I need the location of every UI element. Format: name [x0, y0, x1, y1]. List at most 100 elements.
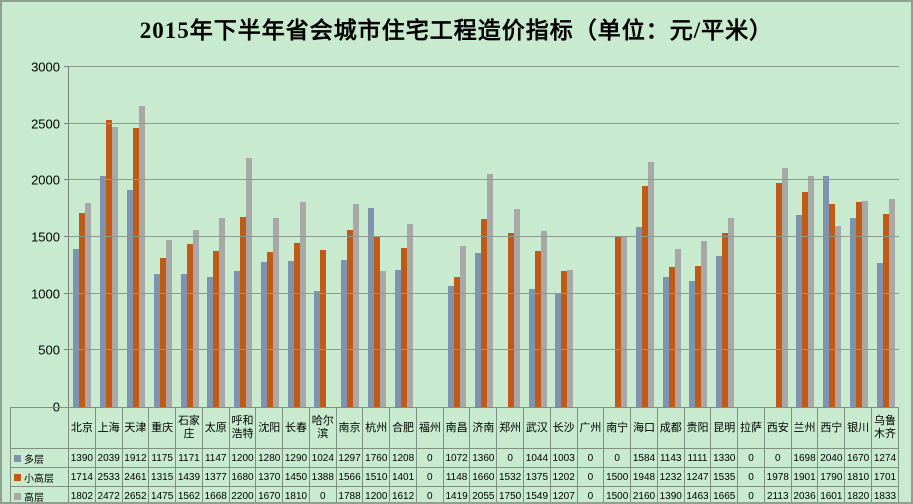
city-label: 沈阳 [255, 407, 284, 449]
value-cell: 2113 [763, 486, 792, 502]
value-cell: 1701 [870, 467, 900, 487]
value-cell: 1670 [255, 486, 284, 502]
value-cell: 1698 [790, 448, 819, 468]
value-cell: 2040 [817, 448, 846, 468]
value-cell: 1802 [68, 486, 96, 502]
data-table: 北京 上海 天津 重庆 石家庄 太原 呼和浩特 沈阳 长春 哈尔滨 南京 杭州 合肥 福州 南昌 济南 郑州 武汉… [10, 407, 900, 504]
bar-group-31 [872, 67, 899, 407]
bar-多层 [796, 214, 803, 407]
value-cell: 1207 [549, 486, 578, 502]
plot-area [64, 66, 899, 408]
value-cell: 0 [415, 467, 444, 487]
bar-group-13 [390, 67, 417, 407]
bar-多层 [475, 252, 482, 407]
bar-多层 [234, 271, 241, 407]
value-cell: 1360 [469, 448, 498, 468]
bar-group-1 [69, 67, 96, 407]
bar-多层 [153, 273, 160, 407]
value-cell: 1419 [442, 486, 471, 502]
city-label: 长春 [282, 407, 310, 449]
bar-小高层 [534, 251, 541, 407]
bar-高层 [781, 167, 788, 407]
y-axis-tick [64, 292, 69, 294]
bar-小高层 [320, 249, 327, 407]
bar-高层 [567, 270, 574, 407]
value-cell: 1810 [844, 467, 872, 487]
bar-高层 [647, 162, 654, 407]
value-cell: 2036 [790, 486, 819, 502]
value-cell: 1003 [549, 448, 578, 468]
value-cell: 1202 [549, 467, 578, 487]
bar-group-3 [123, 67, 150, 407]
bar-group-28 [792, 67, 819, 407]
bar-小高层 [802, 191, 809, 407]
bar-小高层 [882, 214, 889, 407]
value-cell: 1612 [389, 486, 417, 502]
bar-group-12 [364, 67, 391, 407]
value-cell: 1535 [710, 467, 739, 487]
bar-小高层 [213, 250, 220, 407]
bar-高层 [808, 176, 815, 407]
legend-label: 多层 [24, 454, 44, 466]
value-cell: 1375 [523, 467, 551, 487]
value-cell: 1978 [763, 467, 792, 487]
value-cell: 0 [415, 486, 444, 502]
y-axis-tick-label: 500 [38, 342, 60, 358]
value-cell: 1247 [683, 467, 712, 487]
bar-group-26 [739, 67, 766, 407]
bar-group-9 [283, 67, 310, 407]
value-cell: 0 [737, 448, 765, 468]
grid-line [69, 236, 899, 237]
legend-item: 多层 [10, 448, 69, 468]
bar-小高层 [400, 248, 407, 407]
grid-line [69, 122, 899, 124]
bar-小高层 [481, 218, 488, 407]
value-cell: 1147 [201, 448, 230, 468]
grid-line [69, 349, 899, 351]
value-cell: 0 [576, 467, 605, 487]
bar-小高层 [722, 233, 729, 407]
bar-小高层 [561, 270, 568, 407]
value-cell: 0 [576, 486, 605, 502]
value-cell: 1948 [630, 467, 658, 487]
value-cell: 1500 [603, 486, 632, 502]
bar-多层 [823, 175, 830, 407]
city-label: 成都 [656, 407, 685, 449]
city-label: 南宁 [603, 407, 632, 449]
bar-多层 [314, 290, 321, 407]
bar-小高层 [106, 119, 113, 407]
bar-高层 [701, 241, 708, 407]
bar-group-23 [658, 67, 685, 407]
table-header-row: 北京 上海 天津 重庆 石家庄 太原 呼和浩特 沈阳 长春 哈尔滨 南京 杭州 合肥 福州 南昌 济南 郑州 武汉… [10, 407, 900, 449]
city-label: 太原 [201, 407, 230, 449]
city-label: 郑州 [496, 407, 525, 449]
city-label: 重庆 [148, 407, 177, 449]
bar-高层 [862, 200, 869, 407]
value-cell: 1790 [817, 467, 846, 487]
bar-group-24 [685, 67, 712, 407]
bar-多层 [260, 261, 267, 407]
value-cell: 1390 [68, 448, 96, 468]
value-cell: 1390 [656, 486, 685, 502]
bar-高层 [246, 157, 253, 407]
legend-label: 小高层 [24, 473, 54, 485]
city-label: 长沙 [549, 407, 578, 449]
city-label: 西宁 [817, 407, 846, 449]
city-label: 银川 [844, 407, 872, 449]
value-cell: 1370 [255, 467, 284, 487]
value-cell: 1760 [362, 448, 391, 468]
value-cell: 1200 [228, 448, 257, 468]
value-cell: 1232 [656, 467, 685, 487]
value-cell: 1143 [656, 448, 685, 468]
bar-高层 [540, 231, 547, 407]
bar-group-19 [551, 67, 578, 407]
bar-小高层 [856, 201, 863, 407]
city-label: 拉萨 [737, 407, 765, 449]
value-cell: 2055 [469, 486, 498, 502]
legend-label: 高层 [24, 492, 44, 504]
value-cell: 1044 [523, 448, 551, 468]
city-label: 南昌 [442, 407, 471, 449]
bar-高层 [888, 199, 895, 407]
value-cell: 1680 [228, 467, 257, 487]
value-cell: 1171 [175, 448, 203, 468]
